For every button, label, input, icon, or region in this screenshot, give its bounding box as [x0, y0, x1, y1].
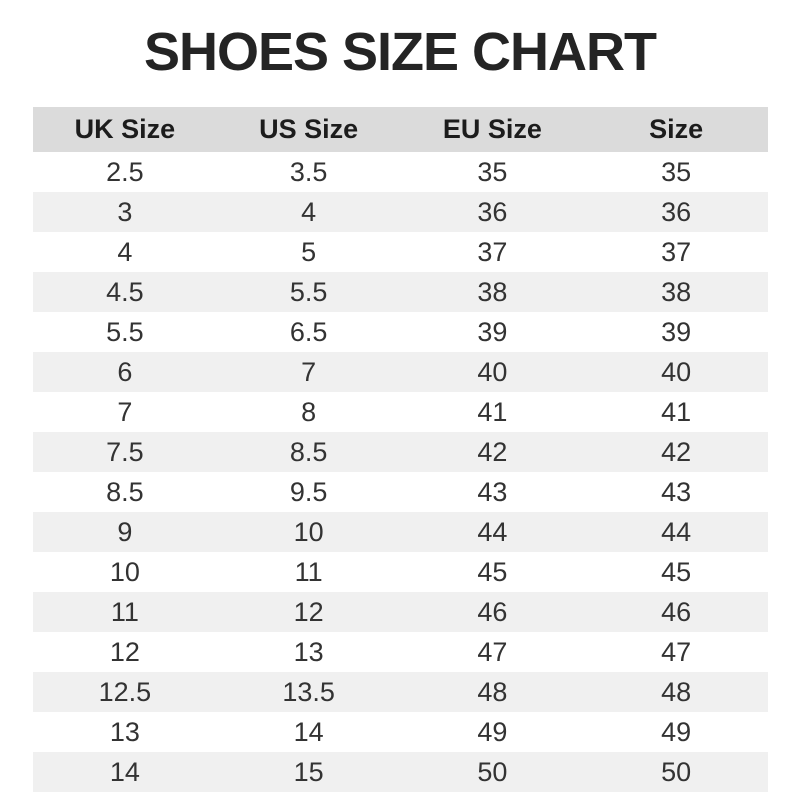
table-cell: 4	[117, 236, 133, 267]
table-cell: 48	[661, 676, 692, 707]
table-cell: 45	[661, 556, 692, 587]
table-cell: 11	[110, 596, 139, 627]
table-cell: 4.5	[106, 276, 144, 307]
table-cell: 50	[661, 756, 692, 787]
table-cell: 3	[117, 196, 133, 227]
table-cell: 44	[661, 516, 692, 547]
table-cell: 41	[477, 396, 508, 427]
table-cell: 8	[301, 396, 317, 427]
table-row: 10 11 45 45	[33, 552, 768, 592]
table-cell: 37	[477, 236, 508, 267]
table-cell: 9	[117, 516, 133, 547]
table-cell: 10	[293, 516, 324, 547]
table-cell: 40	[661, 356, 692, 387]
table-row: 7 8 41 41	[33, 392, 768, 432]
table-cell: 8.5	[289, 436, 328, 467]
table-cell: 41	[661, 396, 692, 427]
table-cell: 12.5	[98, 676, 152, 707]
table-cell: 42	[661, 436, 692, 467]
table-cell: 47	[661, 636, 692, 667]
table-cell: 43	[661, 476, 692, 507]
table-row: 7.5 8.5 42 42	[33, 432, 768, 472]
table-cell: 50	[477, 756, 508, 787]
table-cell: 39	[477, 316, 508, 347]
table-cell: 8.5	[106, 476, 144, 507]
table-row: 14 15 50 50	[33, 752, 768, 792]
table-cell: 47	[477, 636, 508, 667]
table-cell: 15	[293, 756, 324, 787]
table-cell: 6.5	[289, 316, 328, 347]
table-cell: 13	[293, 636, 324, 667]
table-cell: 5.5	[289, 276, 328, 307]
table-cell: 49	[661, 716, 692, 747]
table-cell: 5	[301, 236, 317, 267]
table-row: 12 13 47 47	[33, 632, 768, 672]
table-cell: 6	[117, 356, 133, 387]
table-cell: 5.5	[106, 316, 144, 347]
table-cell: 35	[477, 156, 508, 187]
table-row: 5.5 6.5 39 39	[33, 312, 768, 352]
table-cell: 44	[477, 516, 508, 547]
table-row: 6 7 40 40	[33, 352, 768, 392]
table-cell: 40	[477, 356, 508, 387]
table-row: 4 5 37 37	[33, 232, 768, 272]
table-cell: 38	[477, 276, 508, 307]
table-cell: 12	[109, 636, 140, 667]
table-cell: 7	[301, 356, 317, 387]
column-header-size: Size	[649, 114, 704, 144]
table-cell: 39	[661, 316, 692, 347]
column-header-eu-size: EU Size	[442, 114, 542, 144]
table-cell: 14	[293, 716, 324, 747]
table-row: 13 14 49 49	[33, 712, 768, 752]
table-cell: 12	[293, 596, 324, 627]
table-cell: 7.5	[106, 436, 144, 467]
table-row: 12.5 13.5 48 48	[33, 672, 768, 712]
table-cell: 9.5	[289, 476, 328, 507]
table-cell: 46	[477, 596, 508, 627]
table-cell: 45	[477, 556, 508, 587]
table-row: 4.5 5.5 38 38	[33, 272, 768, 312]
table-cell: 7	[117, 396, 133, 427]
table-cell: 35	[661, 156, 692, 187]
table-row: 3 4 36 36	[33, 192, 768, 232]
table-cell: 13.5	[282, 676, 335, 707]
table-cell: 3.5	[289, 156, 328, 187]
table-cell: 46	[661, 596, 692, 627]
column-header-us-size: US Size	[259, 114, 359, 144]
table-cell: 13	[109, 716, 140, 747]
size-chart-table: UK Size US Size EU Size Size 2.5 3.5 35 35 3…	[33, 107, 768, 792]
table-cell: 38	[661, 276, 692, 307]
table-cell: 48	[477, 676, 508, 707]
table-cell: 43	[477, 476, 508, 507]
table-cell: 4	[301, 196, 317, 227]
table-cell: 42	[477, 436, 508, 467]
table-cell: 37	[661, 236, 692, 267]
table-body: 2.5 3.5 35 35 3 4 36 36 4 5 37 37 4.5 5.5 38 38 5.5 6.5 39…	[33, 152, 768, 792]
page-title: SHOES SIZE CHART	[143, 22, 657, 82]
table-cell: 11	[294, 556, 323, 587]
table-cell: 14	[109, 756, 140, 787]
column-header-uk-size: UK Size	[74, 114, 176, 144]
table-cell: 36	[477, 196, 508, 227]
table-cell: 2.5	[106, 156, 144, 187]
table-header-row: UK Size US Size EU Size Size	[33, 107, 768, 152]
table-row: 2.5 3.5 35 35	[33, 152, 768, 192]
table-row: 9 10 44 44	[33, 512, 768, 552]
table-cell: 36	[661, 196, 692, 227]
table-cell: 49	[477, 716, 508, 747]
table-row: 8.5 9.5 43 43	[33, 472, 768, 512]
table-cell: 10	[109, 556, 140, 587]
table-row: 11 12 46 46	[33, 592, 768, 632]
